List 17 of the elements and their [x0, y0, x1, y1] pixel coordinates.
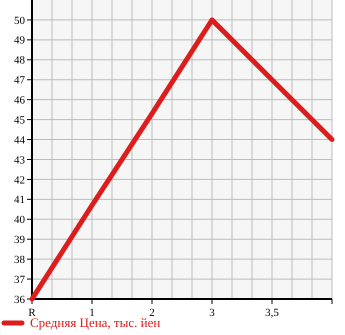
y-tick-label: 44	[14, 134, 26, 146]
y-tick-label: 46	[14, 94, 26, 107]
x-tick-label: 3	[209, 307, 216, 319]
y-tick-label: 36	[14, 294, 26, 306]
y-tick-label: 42	[14, 174, 25, 186]
y-tick-label: 41	[14, 194, 25, 206]
y-tick-label: 50	[14, 14, 26, 27]
y-tick-label: 43	[14, 154, 26, 166]
y-tick-label: 45	[14, 114, 26, 126]
y-tick-label: 38	[14, 254, 26, 266]
y-tick-label: 49	[14, 34, 26, 47]
x-tick-label: 3,5	[265, 307, 280, 319]
y-tick-label: 37	[14, 274, 26, 286]
y-tick-label: 39	[14, 234, 26, 246]
y-tick-label: 48	[14, 54, 26, 67]
y-tick-label: 47	[14, 74, 26, 87]
y-tick-label: 40	[14, 214, 26, 226]
